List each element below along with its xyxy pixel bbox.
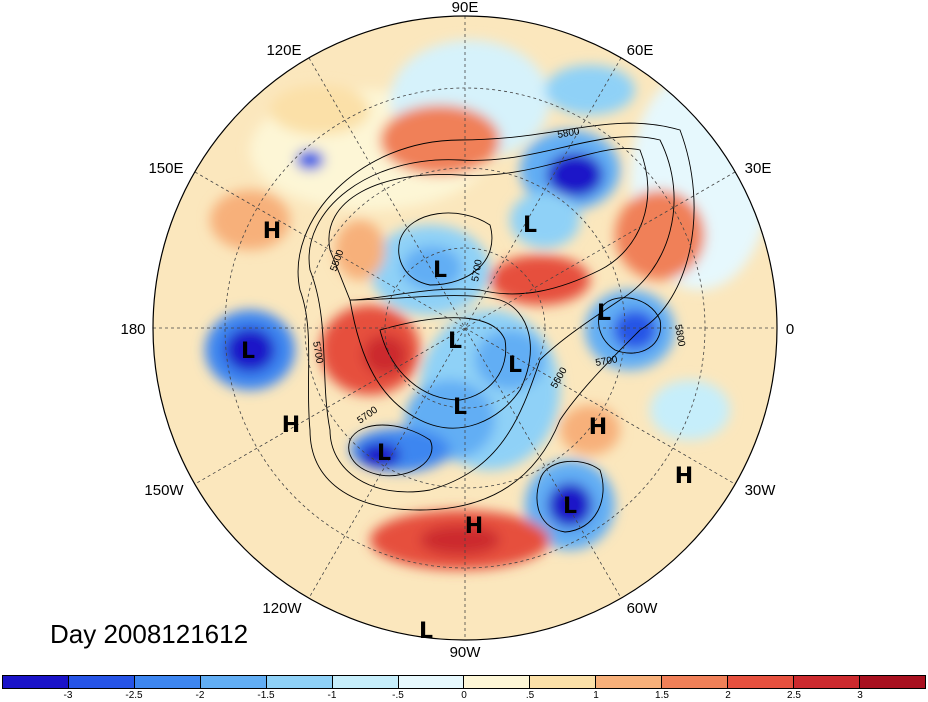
colorbar-cell <box>662 676 729 688</box>
lon-label-180: 180 <box>120 321 145 338</box>
colorbar-tick-label: -3 <box>63 690 73 701</box>
low-marker: L <box>433 258 447 283</box>
colorbar-tick-label: 1 <box>593 690 599 701</box>
colorbar-tick-label: -2 <box>195 690 205 701</box>
low-marker: L <box>453 395 467 420</box>
colorbar-cell <box>3 676 69 688</box>
lon-label-30w: 30W <box>745 482 777 499</box>
colorbar-tick-label: 2 <box>725 690 731 701</box>
low-marker: L <box>508 353 522 378</box>
colorbar-tick-label: 1.5 <box>655 690 669 701</box>
map-boundary <box>152 15 778 641</box>
contour-label: 5700 <box>310 341 325 365</box>
lon-label-150e: 150E <box>148 160 183 177</box>
low-marker: L <box>563 494 577 519</box>
colorbar-cell <box>332 676 399 688</box>
colorbar-cell <box>200 676 267 688</box>
high-marker: H <box>589 415 607 440</box>
colorbar-tick-label: 0 <box>461 690 467 701</box>
colorbar-cell <box>266 676 333 688</box>
colorbar-cell <box>464 676 531 688</box>
lon-label-120w: 120W <box>262 600 302 617</box>
graticule <box>153 16 777 640</box>
colorbar-cell <box>134 676 201 688</box>
colorbar-tick-label: 2.5 <box>787 690 801 701</box>
contour-label: 5800 <box>672 324 687 348</box>
lon-label-120e: 120E <box>266 42 301 59</box>
colorbar-cell <box>859 676 925 688</box>
low-marker: L <box>448 329 462 354</box>
pressure-centers: H L L L L L L L L H H H L H L <box>241 213 693 644</box>
colorbar-cell <box>68 676 135 688</box>
colorbar <box>2 675 926 689</box>
low-marker: L <box>241 339 255 364</box>
colorbar-cell <box>596 676 663 688</box>
high-marker: H <box>282 413 300 438</box>
lon-label-0: 0 <box>786 321 794 338</box>
low-marker: L <box>377 441 391 466</box>
contour-label: 5800 <box>557 126 581 141</box>
high-marker: H <box>263 219 281 244</box>
map-title: Day 2008121612 <box>50 619 249 649</box>
low-marker: L <box>523 213 537 238</box>
lon-label-30e: 30E <box>745 160 772 177</box>
colorbar-cell <box>398 676 465 688</box>
low-marker: L <box>419 619 433 644</box>
colorbar-tick-label: -2.5 <box>125 690 143 701</box>
lon-label-150w: 150W <box>144 482 184 499</box>
colorbar-tick-label: -.5 <box>392 690 404 701</box>
high-marker: H <box>465 514 483 539</box>
low-marker: L <box>597 301 611 326</box>
height-contours <box>297 122 695 533</box>
lon-label-60w: 60W <box>627 600 659 617</box>
colorbar-tick-label: 3 <box>857 690 863 701</box>
contour-label: 5700 <box>470 258 485 282</box>
colorbar-ticks: -3 -2.5 -2 -1.5 -1 -.5 0 .5 1 1.5 2 2.5 3 <box>2 690 926 702</box>
longitude-labels: 90E 60E 30E 0 30W 60W 90W 120W 150W 180 … <box>120 0 794 661</box>
lon-label-90e: 90E <box>452 0 479 16</box>
lon-label-90w: 90W <box>450 644 482 661</box>
colorbar-tick-label: -1.5 <box>257 690 275 701</box>
contour-label: 5700 <box>595 354 619 369</box>
colorbar-tick-label: -1 <box>327 690 337 701</box>
colorbar-tick-label: .5 <box>525 690 535 701</box>
lon-label-60e: 60E <box>627 42 654 59</box>
colorbar-cell <box>728 676 795 688</box>
colorbar-cell <box>530 676 597 688</box>
high-marker: H <box>675 464 693 489</box>
colorbar-cell <box>794 676 860 688</box>
